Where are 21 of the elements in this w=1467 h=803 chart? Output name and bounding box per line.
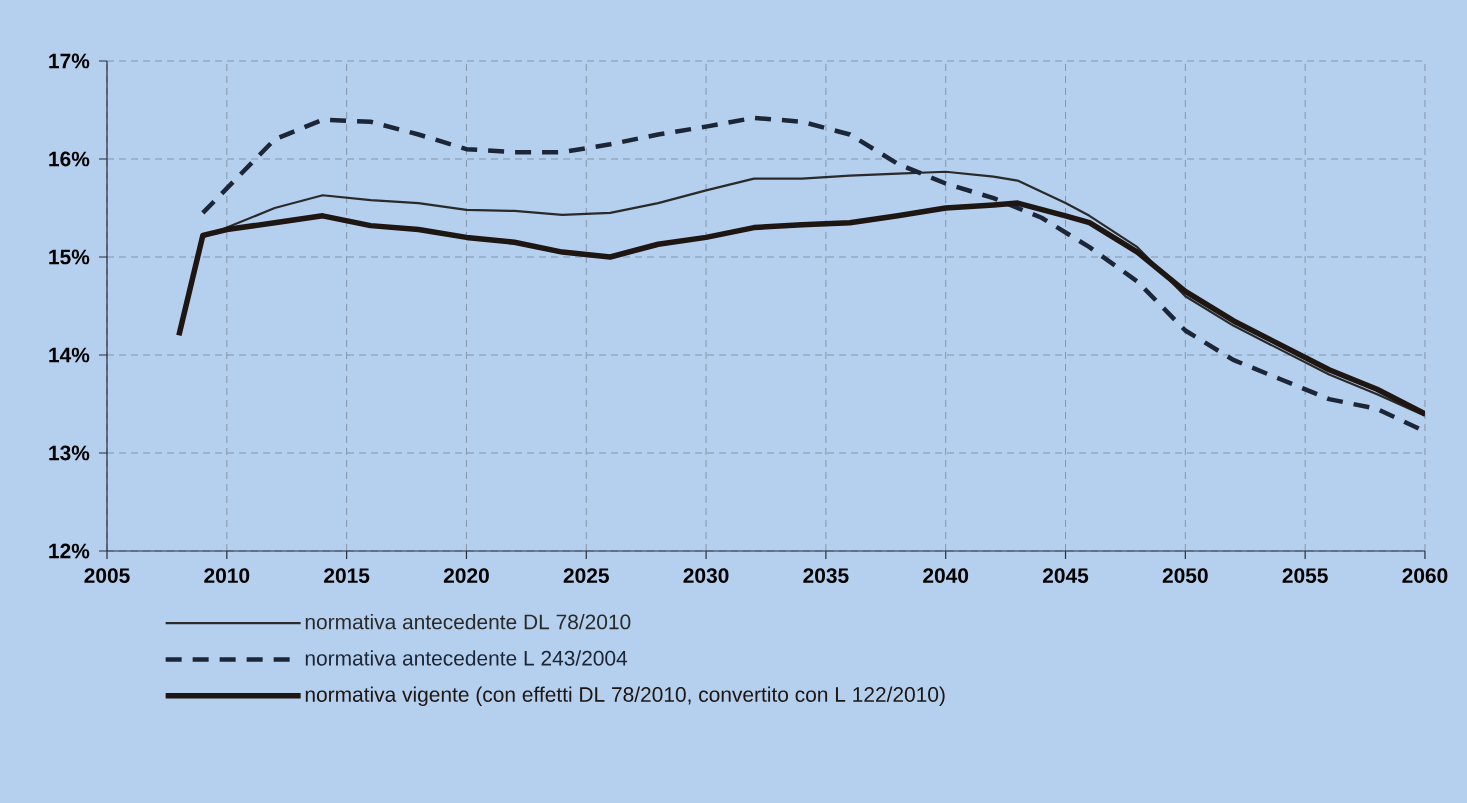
x-tick-label: 2005: [84, 568, 130, 583]
y-tick-label: 12%: [49, 543, 90, 559]
y-tick-label: 16%: [49, 151, 90, 167]
x-tick-label: 2060: [1402, 568, 1448, 583]
x-tick-label: 2035: [803, 568, 849, 584]
y-tick-label: 13%: [49, 445, 90, 461]
y-tick-label: 14%: [49, 347, 90, 363]
x-tick-label: 2030: [683, 568, 729, 584]
x-tick-label: 2040: [923, 568, 969, 583]
x-tick-label: 2055: [1282, 568, 1328, 583]
text: normativa vigente (con effetti DL 78/2010, convertito con L 122/2010): [305, 686, 945, 707]
x-tick-label: 2025: [563, 568, 609, 583]
y-tick-label: 15%: [49, 249, 90, 265]
x-tick-label: 2010: [204, 568, 250, 583]
x-tick-label: 2015: [324, 568, 370, 583]
x-tick-label: 2045: [1042, 568, 1089, 583]
y-tick-label: 17%: [49, 53, 90, 69]
x-tick-label: 2020: [443, 568, 489, 583]
text: normativa antecedente L 243/2004: [305, 650, 628, 666]
x-tick-label: 2050: [1162, 568, 1208, 583]
text: normativa antecedente DL 78/2010: [305, 613, 631, 630]
